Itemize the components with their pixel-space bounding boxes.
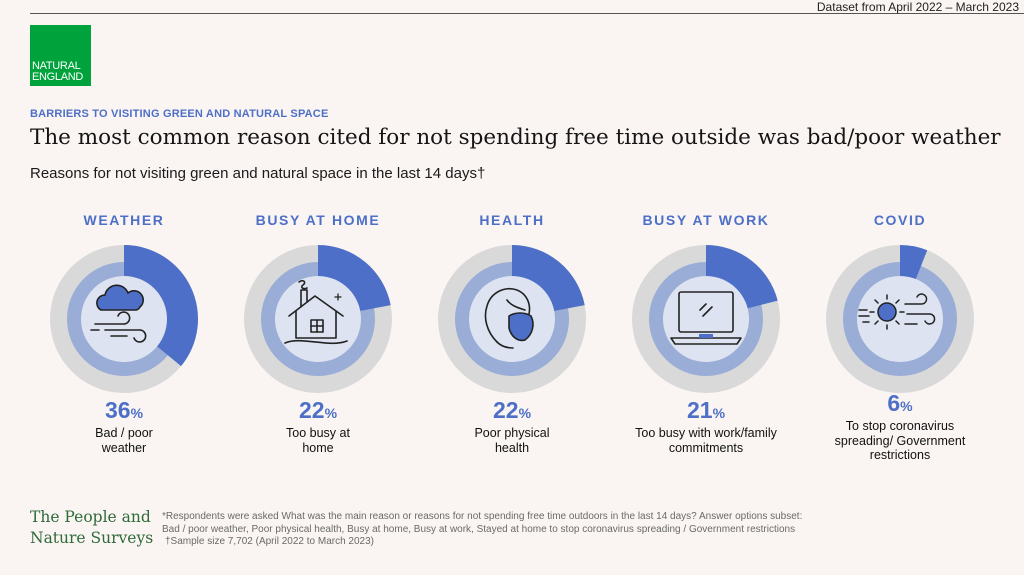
percent-unit: % — [130, 405, 144, 421]
donut-weather — [50, 245, 199, 393]
percent-value: 22 — [492, 397, 519, 423]
page-subtitle: Reasons for not visiting green and natur… — [30, 165, 486, 182]
ring-center — [857, 276, 943, 362]
percent-health: 22% — [422, 397, 602, 424]
reason-label-weather: Bad / poor weather — [95, 426, 153, 455]
reason-label-health: Poor physical health — [474, 426, 550, 455]
person-mask-icon — [484, 288, 534, 349]
category-label-covid: COVID — [873, 212, 927, 228]
survey-brand: The People and Nature Surveys — [30, 507, 153, 549]
cloud-wind-icon — [90, 284, 147, 343]
house-icon — [284, 279, 348, 345]
percent-value: 36 — [104, 397, 131, 423]
brand-line-2: Nature Surveys — [30, 529, 154, 547]
donut-covid — [826, 245, 974, 393]
percent-busy-home: 22% — [228, 397, 408, 424]
footnote-line-2: Bad / poor weather, Poor physical health… — [162, 523, 796, 535]
footnote-line-3: †Sample size 7,702 (April 2022 to March … — [165, 536, 375, 547]
reason-label-busy-work: Too busy with work/family commitments — [635, 426, 777, 455]
percent-busy-work: 21% — [616, 397, 796, 424]
category-label-health: HEALTH — [479, 212, 545, 228]
dataset-note: Dataset from April 2022 – March 2023 — [816, 0, 1019, 14]
percent-value: 22 — [298, 397, 325, 423]
ring-center — [663, 276, 749, 362]
donut-busy-work — [632, 245, 780, 393]
reason-label-busy-home: Too busy at home — [286, 426, 350, 455]
brand-line-1: The People and — [30, 508, 151, 526]
percent-value: 21 — [686, 397, 713, 423]
donut-busy-home — [244, 245, 392, 393]
percent-unit: % — [900, 398, 913, 414]
ring-center — [275, 276, 361, 362]
category-label-busy-home: BUSY AT HOME — [255, 212, 381, 228]
percent-unit: % — [712, 405, 726, 421]
percent-value: 6 — [887, 390, 901, 416]
logo-line-2: ENGLAND — [32, 71, 84, 83]
reason-label-covid: To stop coronavirus spreading/ Governmen… — [834, 419, 966, 462]
category-label-weather: WEATHER — [83, 212, 165, 228]
category-label-busy-work: BUSY AT WORK — [642, 212, 770, 228]
footnote-line-1: *Respondents were asked What was the mai… — [162, 511, 803, 522]
page-title: The most common reason cited for not spe… — [30, 125, 1001, 150]
laptop-icon — [670, 291, 742, 345]
footnote: *Respondents were asked What was the mai… — [162, 511, 842, 549]
percent-weather: 36% — [34, 397, 214, 424]
header-rule — [30, 13, 1024, 14]
percent-unit: % — [518, 405, 532, 421]
percent-unit: % — [324, 405, 338, 421]
donut-health — [438, 245, 586, 393]
percent-covid: 6% — [810, 390, 990, 417]
natural-england-logo: NATURAL ENGLAND — [30, 25, 91, 86]
logo-line-1: NATURAL — [32, 60, 81, 72]
virus-wind-icon — [858, 293, 936, 330]
section-kicker: BARRIERS TO VISITING GREEN AND NATURAL S… — [30, 108, 329, 120]
